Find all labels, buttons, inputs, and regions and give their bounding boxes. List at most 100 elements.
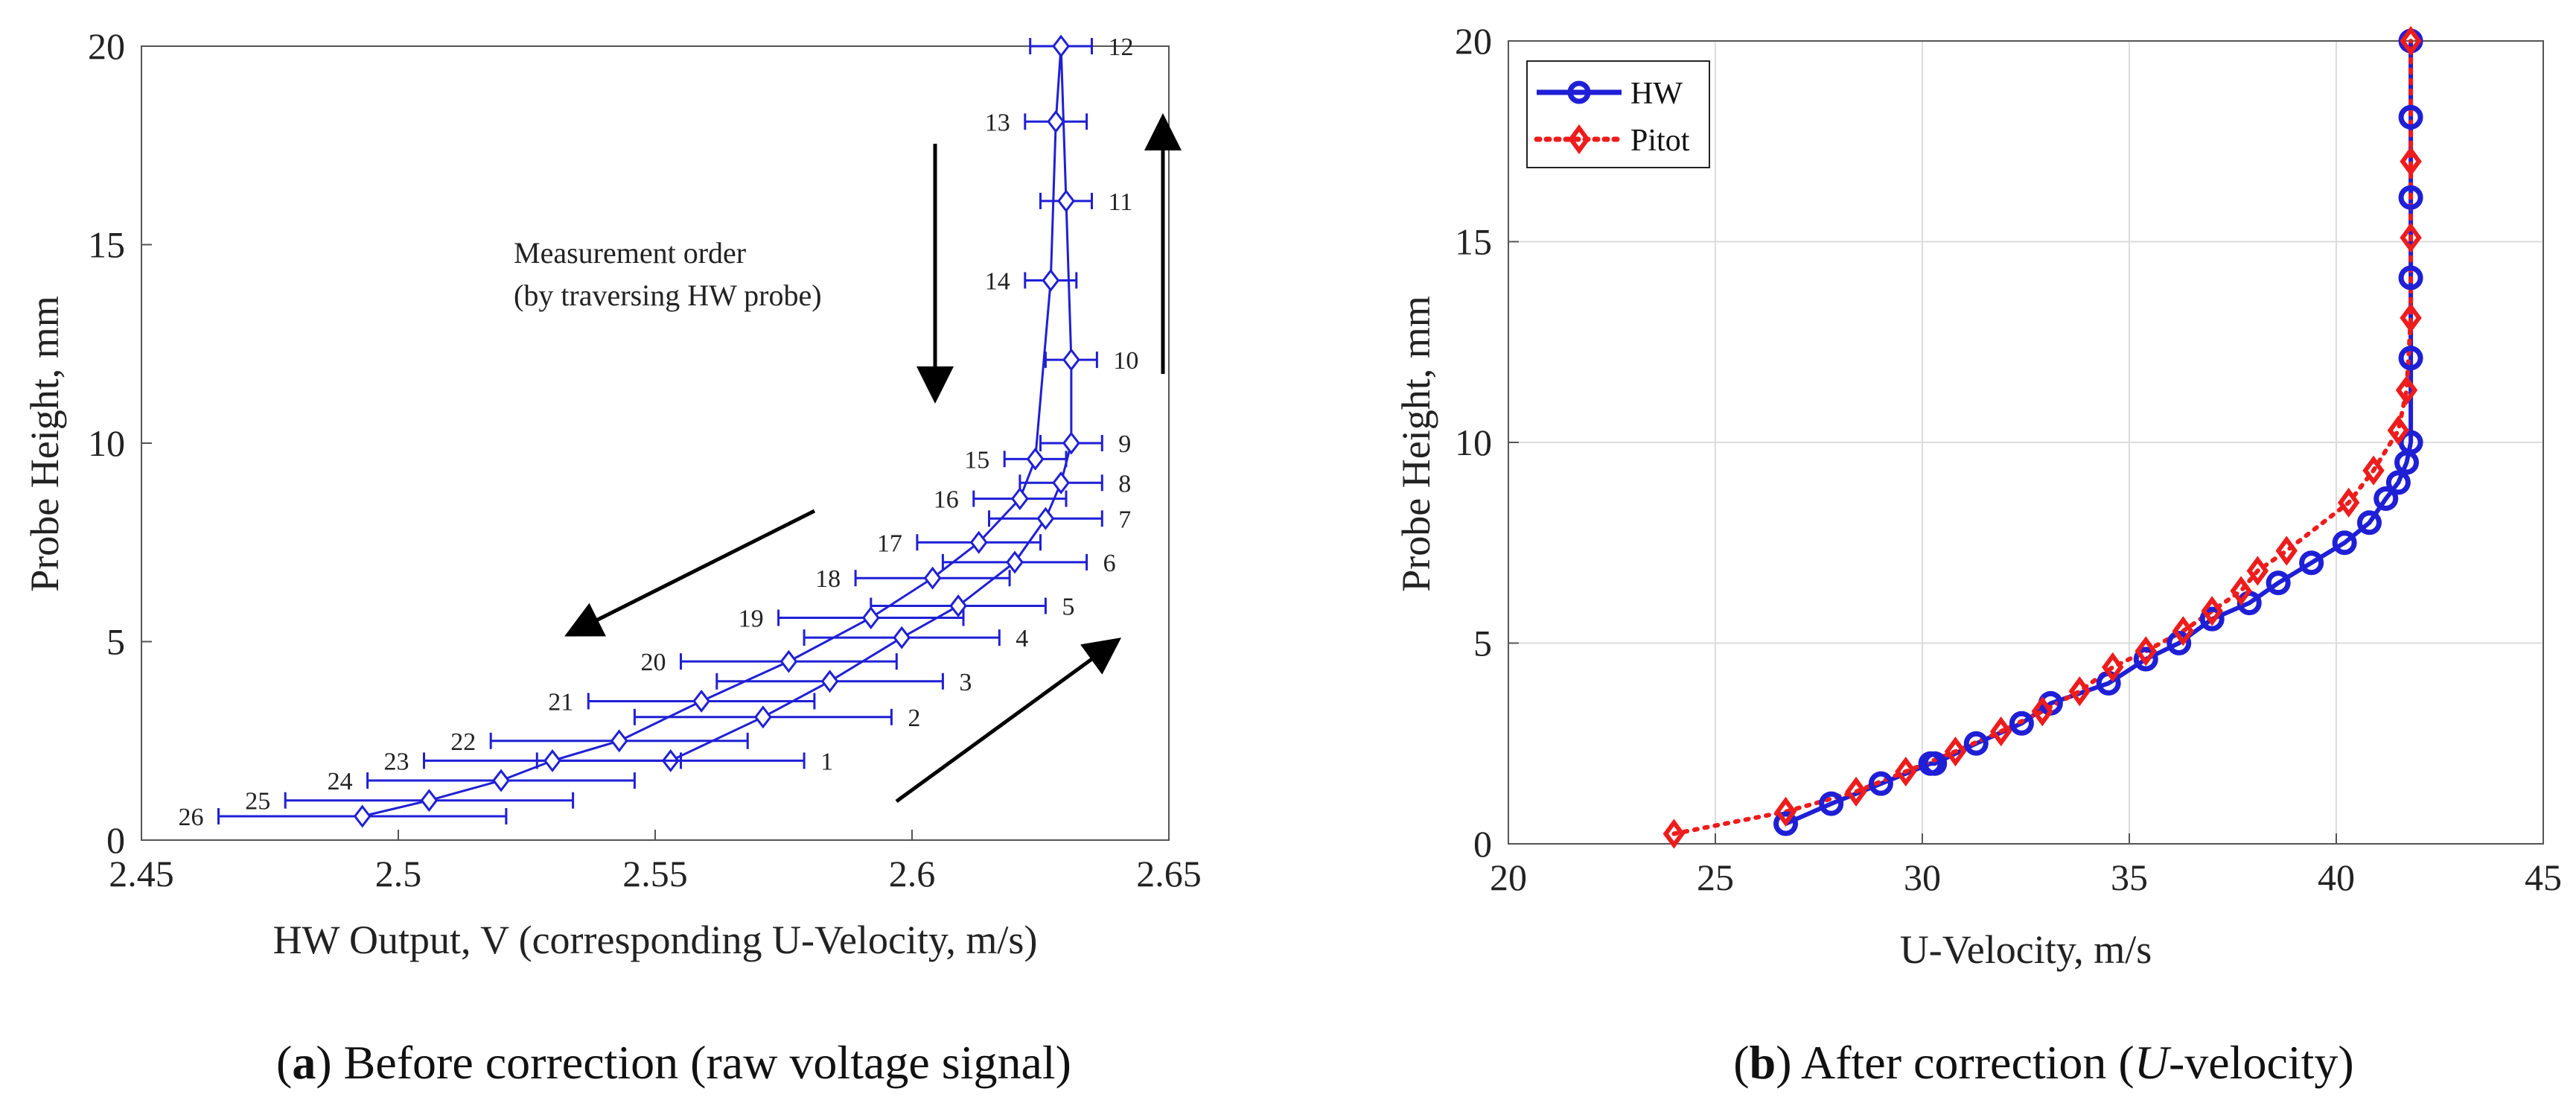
chart-b-legend: HW Pitot xyxy=(1526,60,1710,168)
chart-a-point-label: 15 xyxy=(964,446,989,474)
chart-b-pitot-point xyxy=(2230,576,2252,606)
chart-a-point-label: 21 xyxy=(548,688,573,716)
chart-b-hw-point xyxy=(1868,771,1893,796)
chart-b-hw-point xyxy=(2373,486,2399,511)
chart-b-pitot-point xyxy=(1662,818,1686,849)
chart-b-pitot-point xyxy=(2400,302,2422,333)
chart-a-point-label: 14 xyxy=(985,267,1010,295)
chart-b-series-line-pitot xyxy=(1671,39,2414,836)
chart-b-pitot-point xyxy=(2400,146,2422,177)
chart-a-point-label: 8 xyxy=(1118,470,1131,498)
chart-b-hw-point xyxy=(2332,530,2357,556)
chart-a-data-point xyxy=(1062,348,1080,372)
chart-b-pitot-point xyxy=(2068,676,2091,707)
chart-a-x-tick-label: 2.55 xyxy=(622,853,688,894)
chart-a-point-label: 20 xyxy=(641,649,666,676)
chart-b-y-label: Probe Height, mm xyxy=(1394,296,1438,591)
chart-a-point-label: 12 xyxy=(1109,34,1134,61)
chart-a-x-label: HW Output, V (corresponding U-Velocity, … xyxy=(273,918,1038,962)
chart-b-pitot-point xyxy=(2275,535,2298,566)
chart-a-data-point xyxy=(780,649,798,673)
chart-a-data-point xyxy=(492,769,510,792)
chart-a-point-label: 3 xyxy=(959,669,972,696)
chart-a-y-tick-label: 5 xyxy=(106,621,125,663)
chart-a-data-point xyxy=(1057,189,1075,213)
chart-a-point-label: 10 xyxy=(1113,347,1138,375)
chart-b-hw-point xyxy=(1922,751,1948,776)
chart-b-pitot-point xyxy=(2201,596,2223,626)
chart-a-data-point xyxy=(1011,487,1029,511)
chart-b: 0 5 10 15 20 20 25 30 35 40 45 U-Velocity, m/s Pr… xyxy=(1394,20,2562,1089)
chart-b-pitot-point xyxy=(1989,716,2012,747)
chart-a-data-point xyxy=(861,606,880,629)
chart-b-hw-point xyxy=(1963,731,1989,756)
chart-b-y-tick-label: 5 xyxy=(1473,623,1492,664)
chart-a-annotation-line-2: (by traversing HW probe) xyxy=(514,279,822,312)
legend-pitot-label: Pitot xyxy=(1630,124,1690,158)
chart-b-x-tick-label: 25 xyxy=(1697,856,1734,898)
chart-b-hw-point xyxy=(2299,550,2324,576)
arrow-up-right-icon xyxy=(895,638,1122,804)
chart-a-data-point xyxy=(1062,431,1080,455)
chart-a-point-label: 18 xyxy=(815,565,841,593)
chart-a-data-point xyxy=(754,705,772,729)
chart-b-hw-point xyxy=(1819,791,1844,816)
chart-a-point-label: 4 xyxy=(1016,625,1028,652)
chart-b-hw-point xyxy=(2398,430,2423,455)
chart-a-y-label: Probe Height, mm xyxy=(22,296,67,591)
chart-b-x-tick-label: 35 xyxy=(2111,856,2148,898)
arrow-down-left-icon xyxy=(564,509,816,637)
chart-a-data-point xyxy=(692,689,710,713)
chart-b-y-tick-label: 15 xyxy=(1455,221,1492,263)
chart-a-point-label: 22 xyxy=(450,728,476,756)
chart-a-data-point xyxy=(1052,471,1070,495)
chart-a-x-tick-label: 2.45 xyxy=(109,853,174,894)
chart-b-hw-point xyxy=(2199,606,2225,632)
chart-a-caption: (a) Before correction (raw voltage signa… xyxy=(276,1036,1071,1089)
chart-b-pitot-point xyxy=(2102,652,2124,682)
chart-b-hw-point xyxy=(2398,265,2423,290)
chart-a-point-label: 24 xyxy=(328,768,353,795)
chart-a-plot-area xyxy=(141,45,1170,841)
chart-b-pitot-point xyxy=(2031,696,2053,727)
chart-b-series-line-hw xyxy=(1785,41,2414,826)
chart-a-data-point xyxy=(543,748,561,772)
chart-b-pitot-point xyxy=(2387,415,2410,445)
chart-a-x-tick-label: 2.6 xyxy=(889,853,936,894)
chart-a-y-tick-label: 20 xyxy=(88,25,125,67)
chart-a-data-point xyxy=(893,626,911,649)
chart-b-hw-point xyxy=(2398,185,2423,210)
chart-b-hw-point xyxy=(1773,811,1799,836)
chart-a-x-tick-label: 2.65 xyxy=(1136,853,1202,894)
chart-a-x-tick-label: 2.5 xyxy=(375,853,422,894)
chart-a-point-label: 13 xyxy=(985,109,1010,136)
chart-b-x-tick-label: 30 xyxy=(1904,856,1941,898)
chart-b-y-tick-label: 10 xyxy=(1455,422,1492,463)
chart-b-hw-point xyxy=(2398,346,2423,371)
chart-b-pitot-point xyxy=(2337,487,2360,518)
legend-hw-label: HW xyxy=(1630,77,1683,111)
chart-a-y-tick-label: 10 xyxy=(88,422,125,464)
chart-a-data-point xyxy=(610,729,628,753)
chart-b-hw-point xyxy=(2398,104,2423,130)
chart-a-point-label: 11 xyxy=(1109,188,1133,216)
chart-a-data-point xyxy=(969,530,988,554)
chart-a-data-point xyxy=(1042,269,1060,292)
legend-hw-marker-icon xyxy=(1567,80,1591,104)
chart-b-hw-point xyxy=(2266,570,2291,596)
chart-a-point-label: 5 xyxy=(1062,594,1074,621)
chart-b-hw-point xyxy=(2356,510,2382,535)
chart-b-hw-point xyxy=(2385,470,2411,495)
chart-a-point-label: 16 xyxy=(934,486,959,514)
chart-b-pitot-point xyxy=(2395,375,2418,406)
chart-b-x-tick-label: 40 xyxy=(2318,856,2355,898)
chart-a-data-point xyxy=(949,594,967,617)
chart-b-x-tick-label: 20 xyxy=(1490,856,1527,898)
chart-a-point-label: 9 xyxy=(1118,430,1131,458)
chart-a-point-label: 26 xyxy=(179,804,204,831)
chart-b-y-tick-label: 0 xyxy=(1473,823,1492,865)
chart-a-point-label: 23 xyxy=(384,748,409,775)
chart-a-point-label: 25 xyxy=(245,788,270,816)
